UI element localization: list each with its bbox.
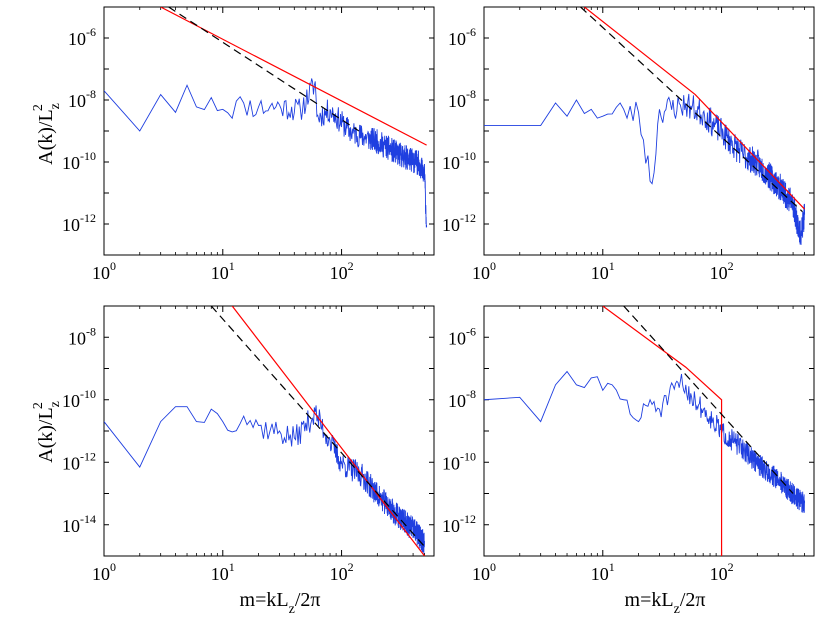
x-tick-label: 102 bbox=[330, 560, 354, 584]
x-axis-label-left: m=kLz/2π bbox=[240, 589, 321, 617]
axes-frame bbox=[103, 305, 435, 557]
axes-frame bbox=[103, 6, 435, 256]
fit-dashed-line bbox=[623, 306, 794, 494]
x-axis-label-tail: /2π bbox=[680, 589, 706, 611]
y-axis-label-sup: 2 bbox=[31, 402, 46, 409]
x-tick-label: 102 bbox=[330, 259, 354, 283]
y-tick-label: 10-10 bbox=[442, 149, 476, 173]
y-tick-label: 10-12 bbox=[62, 211, 96, 235]
fit-solid-line bbox=[160, 7, 427, 146]
x-axis-label-sub: z bbox=[674, 602, 680, 617]
fit-solid-line bbox=[584, 7, 806, 210]
y-tick-label: 10-8 bbox=[448, 87, 476, 111]
y-axis-label-base: A(k)/L bbox=[35, 109, 57, 165]
x-tick-label: 100 bbox=[92, 560, 116, 584]
x-tick-label: 100 bbox=[472, 259, 496, 283]
panel-bottom-right: 100 101 102 10-12 10-10 10-8 10-6 bbox=[442, 305, 815, 584]
x-axis-label-right: m=kLz/2π bbox=[625, 589, 706, 617]
axes-frame bbox=[483, 305, 815, 557]
y-tick-label: 10-6 bbox=[68, 25, 96, 49]
x-tick-label: 101 bbox=[211, 560, 235, 584]
y-axis-label-sub: z bbox=[48, 103, 63, 109]
panel-bottom-left: 100 101 102 10-14 10-12 10-10 10-8 bbox=[62, 305, 435, 584]
panel-top-right: 100 101 102 10-12 10-10 10-8 10-6 bbox=[442, 6, 815, 283]
y-axis-label-base: A(k)/L bbox=[35, 407, 57, 463]
y-tick-label: 10-12 bbox=[442, 512, 476, 536]
x-tick-label: 102 bbox=[710, 560, 734, 584]
y-tick-label: 10-12 bbox=[62, 449, 96, 473]
y-tick-label: 10-6 bbox=[448, 324, 476, 348]
panel-top-left: 100 101 102 10-12 10-10 10-8 10-6 bbox=[62, 6, 435, 283]
fit-solid-line bbox=[602, 306, 723, 556]
y-tick-label: 10-10 bbox=[62, 387, 96, 411]
y-tick-label: 10-10 bbox=[62, 149, 96, 173]
y-axis-label-bottom: A(k)/Lz2 bbox=[31, 401, 63, 463]
y-axis-label-sup: 2 bbox=[31, 104, 46, 111]
fit-solid-line bbox=[231, 306, 426, 556]
y-tick-label: 10-10 bbox=[442, 449, 476, 473]
fit-dashed-line bbox=[580, 7, 803, 213]
fit-dashed-line bbox=[168, 7, 360, 132]
x-axis-label-base: m=kL bbox=[240, 589, 289, 611]
y-tick-label: 10-12 bbox=[442, 211, 476, 235]
x-tick-label: 101 bbox=[591, 560, 615, 584]
y-tick-label: 10-8 bbox=[68, 87, 96, 111]
x-tick-label: 100 bbox=[92, 259, 116, 283]
x-axis-label-base: m=kL bbox=[625, 589, 674, 611]
spectrum-line bbox=[104, 405, 426, 554]
y-tick-label: 10-6 bbox=[448, 25, 476, 49]
x-tick-label: 100 bbox=[472, 560, 496, 584]
x-tick-label: 101 bbox=[211, 259, 235, 283]
x-axis-label-sub: z bbox=[289, 602, 295, 617]
x-axis-label-tail: /2π bbox=[295, 589, 321, 611]
fit-dashed-line bbox=[210, 306, 426, 547]
x-tick-label: 102 bbox=[710, 259, 734, 283]
y-axis-label-sub: z bbox=[48, 401, 63, 407]
y-tick-label: 10-14 bbox=[62, 512, 96, 536]
spectrum-line bbox=[104, 78, 428, 228]
axes-frame bbox=[483, 6, 815, 256]
spectrum-line bbox=[484, 370, 806, 513]
x-tick-label: 101 bbox=[591, 259, 615, 283]
y-tick-label: 10-8 bbox=[448, 387, 476, 411]
spectrum-line bbox=[484, 93, 806, 245]
y-tick-label: 10-8 bbox=[68, 324, 96, 348]
y-axis-label-top: A(k)/Lz2 bbox=[31, 103, 63, 165]
